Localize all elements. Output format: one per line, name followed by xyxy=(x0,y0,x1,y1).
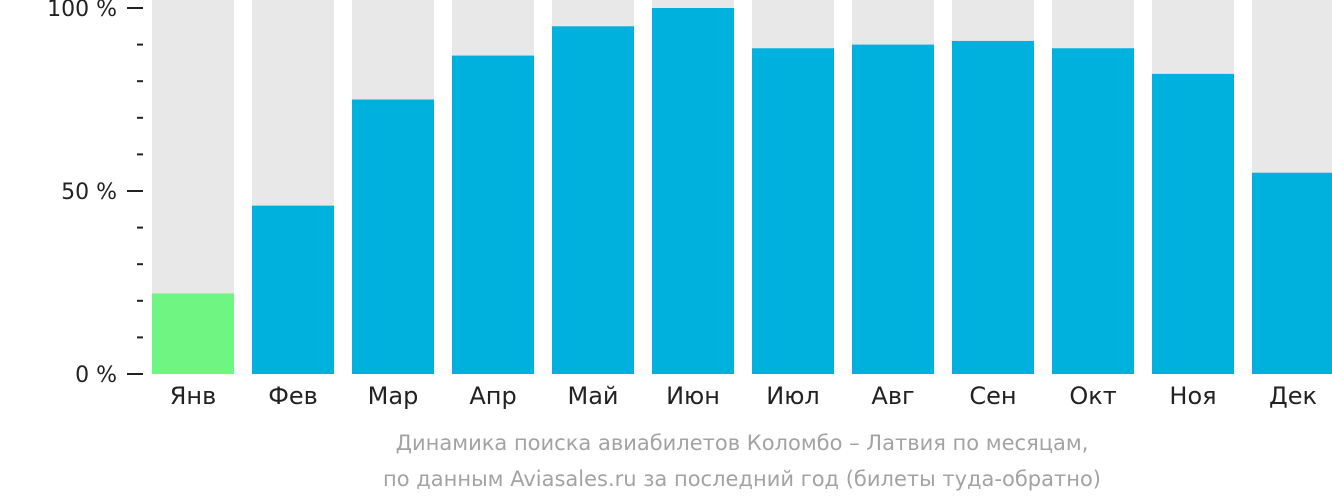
y-axis: 100 % 50 % 0 % xyxy=(47,0,143,388)
bar-9 xyxy=(952,40,1034,374)
bar-12 xyxy=(1252,172,1332,374)
bar-10 xyxy=(1052,48,1134,374)
x-tick-label: Окт xyxy=(1069,382,1116,410)
x-tick-label: Сен xyxy=(969,382,1016,410)
x-tick-label: Ноя xyxy=(1169,382,1216,410)
bar-11 xyxy=(1152,73,1234,374)
caption-line-1: Динамика поиска авиабилетов Коломбо – Ла… xyxy=(395,431,1089,455)
x-tick-label: Фев xyxy=(268,382,318,410)
bar-2 xyxy=(252,205,334,374)
y-tick-label: 50 % xyxy=(61,180,117,205)
bar-5 xyxy=(552,26,634,375)
bar-7 xyxy=(752,48,834,374)
x-tick-label: Мар xyxy=(368,382,419,410)
y-tick-label: 100 % xyxy=(47,0,117,22)
data-bars xyxy=(152,8,1332,375)
x-tick-label: Апр xyxy=(469,382,516,410)
x-axis-labels: Янв Фев Мар Апр Май Июн Июл Авг Сен Окт Ноя Дек xyxy=(170,382,1317,410)
y-tick-label: 0 % xyxy=(75,363,117,388)
bar-4 xyxy=(452,55,534,375)
bar-8 xyxy=(852,44,934,374)
x-tick-label: Дек xyxy=(1269,382,1317,410)
bar-3 xyxy=(352,99,434,374)
x-tick-label: Май xyxy=(567,382,618,410)
x-tick-label: Авг xyxy=(871,382,914,410)
x-tick-label: Июл xyxy=(766,382,820,410)
x-tick-label: Июн xyxy=(666,382,720,410)
x-tick-label: Янв xyxy=(170,382,217,410)
bar-1 xyxy=(152,293,234,374)
bar-chart: 100 % 50 % 0 % Янв Фев Мар Апр Май Июн Июл Авг Сен… xyxy=(47,0,1332,410)
bar-6 xyxy=(652,8,734,374)
caption-line-2: по данным Aviasales.ru за последний год … xyxy=(383,467,1101,491)
